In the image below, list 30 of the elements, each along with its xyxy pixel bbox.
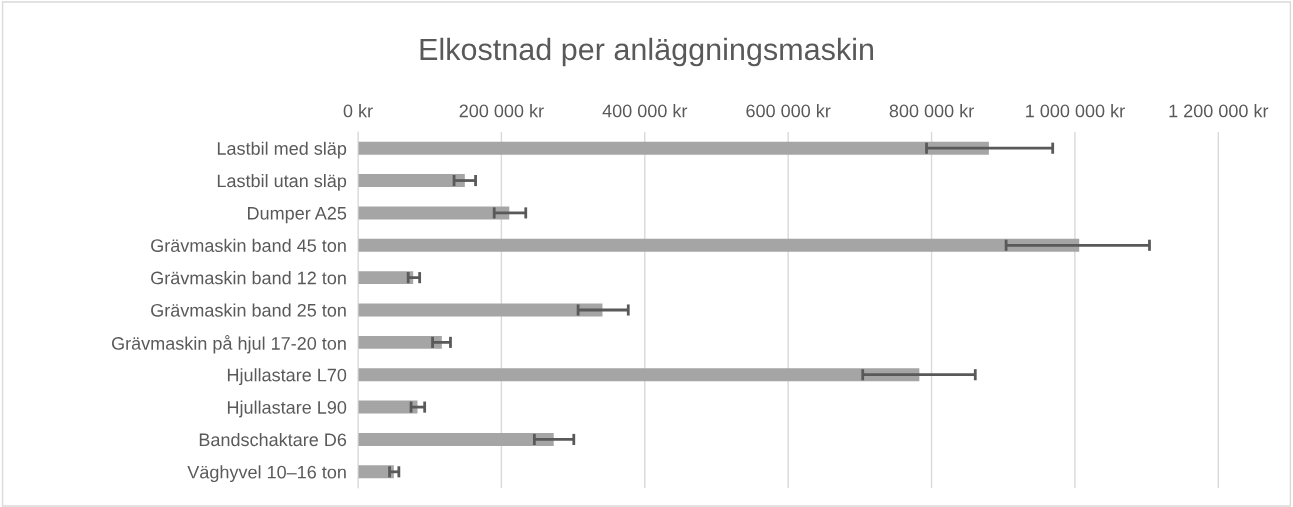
x-tick-label: 1 200 000 kr xyxy=(1169,104,1269,118)
y-tick-label: Hjullastare L70 xyxy=(227,368,347,386)
chart-title: Elkostnad per anläggningsmaskin xyxy=(420,37,873,67)
x-tick-label: 0 kr xyxy=(343,104,373,118)
x-tick-label: 600 000 kr xyxy=(746,104,831,118)
y-tick-label: Grävmaskin band 25 ton xyxy=(151,303,346,317)
y-tick-label: Lastbil med släp xyxy=(217,141,347,159)
x-tick-label: 800 000 kr xyxy=(889,104,974,118)
bar xyxy=(358,432,554,446)
bar xyxy=(358,206,510,220)
bar xyxy=(358,368,920,382)
bar xyxy=(358,465,394,479)
bar xyxy=(358,335,442,349)
y-tick-label: Grävmaskin band 45 ton xyxy=(151,238,346,252)
bar xyxy=(358,271,414,285)
bar xyxy=(358,303,603,317)
bar xyxy=(358,238,1080,252)
y-tick-label: Grävmaskin på hjul 17-20 ton xyxy=(111,335,346,354)
y-tick-label: Dumper A25 xyxy=(248,206,347,224)
x-tick-label: 400 000 kr xyxy=(602,104,688,118)
bar xyxy=(358,400,418,414)
bar xyxy=(358,174,465,188)
x-tick-label: 1 000 000 kr xyxy=(1026,104,1125,118)
y-tick-label: Hjullastare L90 xyxy=(227,400,347,418)
x-tick-label: 200 000 kr xyxy=(459,104,544,118)
y-tick-label: Väghyvel 10–16 ton xyxy=(187,465,346,483)
bar xyxy=(358,141,989,155)
y-tick-label: Grävmaskin band 12 ton xyxy=(151,271,346,285)
y-tick-label: Lastbil utan släp xyxy=(217,174,347,191)
y-tick-label: Bandschaktare D6 xyxy=(199,432,347,447)
